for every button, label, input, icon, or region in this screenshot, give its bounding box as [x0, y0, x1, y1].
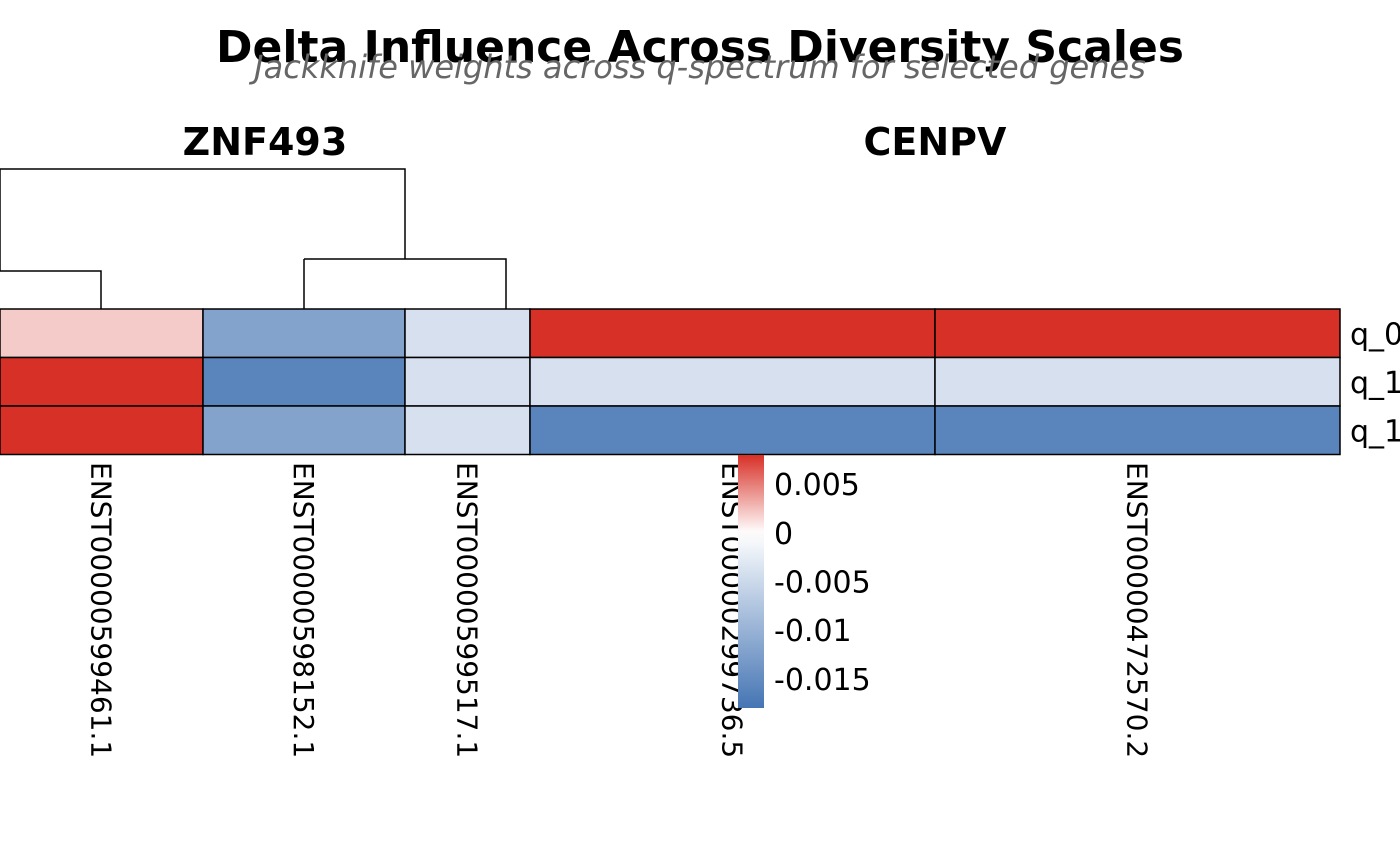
- gene-group-label: ZNF493: [183, 120, 348, 164]
- heatmap-cell: [934, 405, 1341, 456]
- column-label: ENST00000599461.1: [85, 462, 118, 758]
- dendrogram-branch: [304, 258, 507, 309]
- column-group-labels: ZNF493 CENPV: [183, 120, 1007, 164]
- column-dendrogram: [0, 168, 507, 309]
- gene-group-label: CENPV: [864, 120, 1007, 164]
- row-label: q_1: [1350, 366, 1400, 401]
- legend-tick-label: -0.01: [774, 614, 852, 649]
- chart-title: Delta Influence Across Diversity Scales: [216, 22, 1184, 73]
- column-label: ENST00000599517.1: [451, 462, 484, 758]
- heatmap-cell: [934, 356, 1341, 407]
- row-label: q_1: [1350, 414, 1400, 449]
- column-labels: ENST00000599461.1 ENST00000598152.1 ENST00…: [85, 462, 1154, 758]
- heatmap-cell: [202, 308, 406, 359]
- heatmap-cell: [529, 308, 936, 359]
- row-labels: q_0 q_1 q_1: [1350, 317, 1400, 449]
- legend-tick-label: -0.015: [774, 663, 871, 698]
- legend-color-bar: [738, 455, 764, 708]
- legend-tick-label: 0.005: [774, 468, 860, 503]
- heatmap-cell: [202, 405, 406, 456]
- heatmap-cells: [0, 308, 1341, 456]
- legend-tick-label: 0: [774, 517, 793, 552]
- heatmap-cell: [0, 405, 204, 456]
- legend-tick-label: -0.005: [774, 566, 871, 601]
- chart-subtitle: Jackknife weights across q-spectrum for …: [248, 48, 1146, 86]
- heatmap-cell: [529, 356, 936, 407]
- heatmap-cell: [404, 356, 531, 407]
- row-label: q_0: [1350, 317, 1400, 352]
- heatmap-cell: [934, 308, 1341, 359]
- heatmap-cell: [404, 405, 531, 456]
- color-legend: 0.005 0 -0.005 -0.01 -0.015: [738, 455, 871, 708]
- heatmap-cell: [529, 405, 936, 456]
- column-label: ENST00000472570.2: [1121, 462, 1154, 758]
- heatmap-cell: [202, 356, 406, 407]
- dendrogram-branch: [0, 168, 406, 259]
- heatmap-cell: [404, 308, 531, 359]
- dendrogram-branch: [0, 270, 102, 309]
- heatmap-cell: [0, 356, 204, 407]
- heatmap-cell: [0, 308, 204, 359]
- column-label: ENST00000598152.1: [287, 462, 320, 758]
